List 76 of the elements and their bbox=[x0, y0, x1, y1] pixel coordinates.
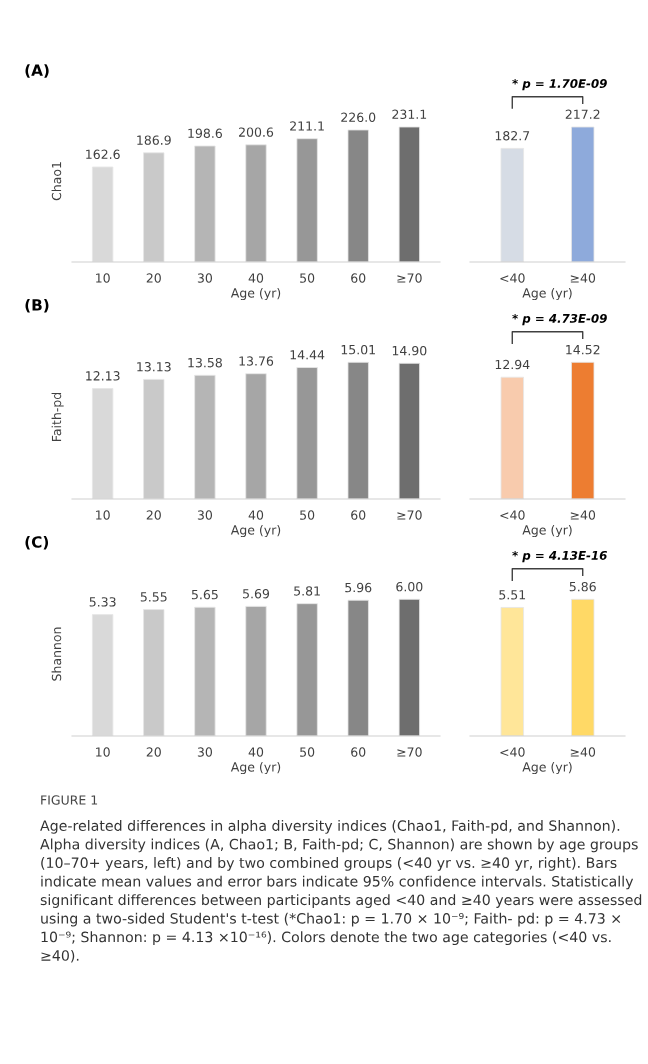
x-tick-label: 50 bbox=[300, 273, 315, 283]
x-tick-label: <40 bbox=[500, 510, 525, 520]
x-tick-label: <40 bbox=[500, 747, 525, 757]
x-tick-label: ≥70 bbox=[397, 747, 422, 757]
data-label: 200.6 bbox=[239, 127, 274, 137]
x-tick-label: 40 bbox=[248, 510, 264, 520]
data-label: 13.58 bbox=[188, 357, 222, 368]
x-tick-label: 60 bbox=[351, 510, 366, 520]
data-label: 182.7 bbox=[495, 131, 530, 141]
x-tick-label: 30 bbox=[197, 273, 213, 283]
text: * p = 4.73E-09 bbox=[512, 313, 607, 326]
bar bbox=[398, 126, 420, 262]
x-tick-label: 20 bbox=[146, 510, 161, 520]
data-label: 12.94 bbox=[495, 359, 530, 370]
data-label: 186.9 bbox=[137, 135, 171, 145]
x-tick-label: 10 bbox=[96, 273, 110, 283]
data-label: 6.00 bbox=[396, 581, 423, 592]
y-axis-title: Chao1 bbox=[51, 162, 62, 201]
data-label: 5.69 bbox=[243, 588, 270, 599]
data-label: 5.96 bbox=[345, 582, 372, 593]
x-tick-label: 40 bbox=[248, 273, 264, 283]
x-tick-label: ≥70 bbox=[397, 273, 422, 283]
x-tick-label: ≥40 bbox=[570, 273, 596, 283]
x-tick-label: ≥40 bbox=[570, 747, 596, 757]
text: Age-related differences in alpha diversity indices (Chao1, Faith-pd, and Shannon). Alpha diversity indices (A, Chao1; B, Faith-pd; C, Shannon) are shown by age groups (10–70+ years, left) and by two combined groups (<40 yr vs. ≥40 yr, right). Bars indicate mean values and error bars indicate 95% confidence intervals. Statistically significant differences between participants aged <40 and ≥40 years were assessed using a two-sided Student's t-test (*Chao1: p = 1.70 × 10⁻⁹; Faith- pd: p = 4.73 × 10⁻⁹; Shannon: p = 4.13 ×10⁻¹⁶). Colors denote the two age categories (<40 vs. ≥40). bbox=[40, 820, 642, 963]
data-label: 5.51 bbox=[499, 590, 526, 600]
data-label: 217.2 bbox=[565, 109, 600, 119]
x-axis-title: Age (yr) bbox=[522, 525, 572, 538]
x-tick-label: 30 bbox=[197, 510, 213, 520]
x-tick-label: 50 bbox=[300, 510, 315, 520]
x-tick-label: 50 bbox=[300, 747, 315, 757]
bar bbox=[296, 138, 318, 262]
data-label: 14.52 bbox=[566, 344, 600, 355]
data-label: 13.13 bbox=[137, 362, 171, 372]
data-label: 13.76 bbox=[239, 356, 274, 366]
data-label: 5.65 bbox=[191, 589, 218, 600]
x-tick-label: 60 bbox=[351, 747, 366, 757]
data-label: 5.81 bbox=[294, 586, 320, 596]
chart-title: (C) bbox=[25, 535, 49, 550]
x-tick-label: 60 bbox=[351, 273, 366, 283]
data-label: 12.13 bbox=[86, 371, 120, 381]
y-axis-title: Shannon bbox=[51, 627, 62, 681]
x-tick-label: 10 bbox=[96, 510, 110, 520]
x-tick-label: <40 bbox=[500, 273, 525, 283]
x-axis-title: Age (yr) bbox=[522, 762, 572, 775]
bar bbox=[347, 129, 369, 262]
chart-title: (B) bbox=[25, 298, 49, 313]
x-axis-title: Age (yr) bbox=[522, 288, 572, 301]
x-axis-title: Age (yr) bbox=[230, 762, 281, 775]
data-label: 5.86 bbox=[569, 581, 596, 592]
data-label: 198.6 bbox=[188, 128, 222, 139]
x-tick-label: 30 bbox=[197, 747, 213, 757]
x-tick-label: 20 bbox=[146, 273, 161, 283]
x-tick-label: ≥40 bbox=[570, 510, 596, 520]
data-label: 5.55 bbox=[140, 592, 167, 602]
data-label: 5.33 bbox=[89, 597, 116, 607]
x-axis-title: Age (yr) bbox=[230, 525, 281, 538]
x-tick-label: 10 bbox=[96, 747, 110, 757]
data-label: 226.0 bbox=[341, 112, 376, 122]
bar bbox=[245, 144, 267, 262]
data-label: 14.90 bbox=[392, 345, 427, 356]
chart-title: (A) bbox=[25, 64, 49, 78]
x-axis-title: Age (yr) bbox=[230, 288, 281, 301]
bar bbox=[194, 145, 216, 262]
data-label: 14.44 bbox=[290, 350, 325, 360]
x-tick-label: 20 bbox=[146, 747, 161, 757]
x-tick-label: 40 bbox=[248, 747, 264, 757]
text: FIGURE 1 bbox=[41, 795, 98, 805]
data-label: 15.01 bbox=[341, 344, 375, 355]
x-tick-label: ≥70 bbox=[397, 510, 422, 520]
data-label: 162.6 bbox=[86, 149, 120, 160]
text: * p = 1.70E-09 bbox=[512, 79, 607, 91]
data-label: 231.1 bbox=[392, 109, 427, 120]
text: * p = 4.13E-16 bbox=[512, 550, 607, 563]
y-axis-title: Faith-pd bbox=[51, 392, 64, 441]
data-label: 211.1 bbox=[290, 121, 324, 131]
